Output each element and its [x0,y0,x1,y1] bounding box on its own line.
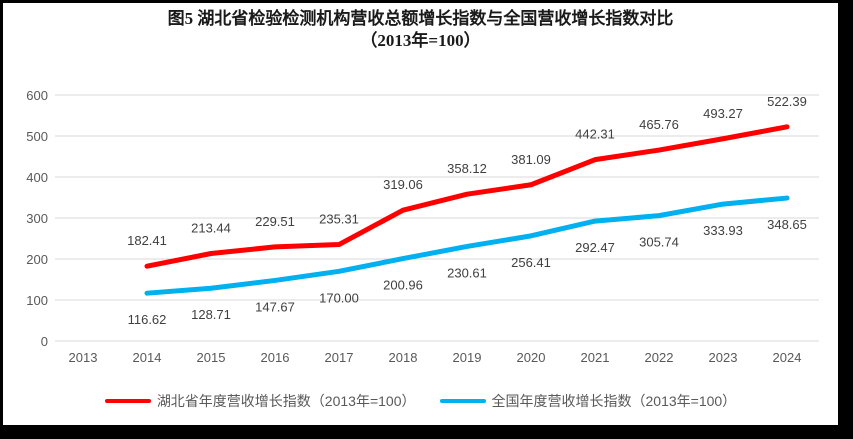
x-axis-tick-label: 2014 [133,350,162,365]
series-line-1 [144,195,790,296]
data-label: 333.93 [703,223,743,238]
y-axis-tick-label: 200 [26,252,48,267]
y-axis-tick-label: 0 [41,334,48,349]
legend-swatch-national-line [439,399,486,403]
x-axis-tick-label: 2018 [389,350,418,365]
legend-item-hubei: 湖北省年度营收增长指数（2013年=100） [104,391,416,411]
y-axis-tick-label: 400 [26,170,48,185]
data-label: 213.44 [191,220,231,235]
series-line-0 [144,124,790,269]
legend-label-hubei: 湖北省年度营收增长指数（2013年=100） [156,393,416,409]
x-axis-tick-label: 2022 [645,350,674,365]
x-axis-tick-label: 2023 [709,350,738,365]
data-label: 348.65 [767,217,807,232]
data-label: 182.41 [127,233,167,248]
x-axis-tick-label: 2017 [325,350,354,365]
data-label: 358.12 [447,161,487,176]
data-label: 128.71 [191,307,231,322]
data-label: 116.62 [128,312,167,327]
x-axis-tick-label: 2013 [69,350,98,365]
y-axis-tick-label: 300 [26,211,48,226]
x-axis-tick-label: 2016 [261,350,290,365]
data-label: 381.09 [511,152,551,167]
data-label: 256.41 [511,255,551,270]
data-label: 292.47 [575,240,615,255]
legend-item-national: 全国年度营收增长指数（2013年=100） [439,391,737,411]
data-label: 319.06 [383,177,423,192]
chart-canvas: 0 100 200 300 400 500 600 2013 2014 2015 2016 2017 2… [26,88,819,365]
x-axis-tick-label: 2024 [773,350,802,365]
data-label: 465.76 [639,117,679,132]
y-axis-tick-label: 600 [26,88,48,103]
data-label: 235.31 [319,212,359,227]
x-axis-tick-label: 2021 [581,350,610,365]
data-label: 229.51 [255,214,295,229]
y-axis-tick-label: 100 [26,293,48,308]
legend-swatch-hubei-line [104,399,151,403]
data-label: 147.67 [255,299,295,314]
chart-legend: 湖北省年度营收增长指数（2013年=100） 全国年度营收增长指数（2013年=… [3,391,838,411]
chart-title: 图5 湖北省检验检测机构营收总额增长指数与全国营收增长指数对比 （2013年=1… [3,8,838,52]
data-label: 305.74 [639,235,679,250]
data-label: 170.00 [319,290,359,305]
data-label: 493.27 [703,106,743,121]
data-label: 200.96 [383,278,423,293]
chart-title-line2: （2013年=100） [360,31,481,50]
data-label: 442.31 [575,127,615,142]
data-label: 522.39 [767,94,807,109]
x-axis-tick-label: 2015 [197,350,226,365]
chart-title-line1: 图5 湖北省检验检测机构营收总额增长指数与全国营收增长指数对比 [167,9,674,28]
legend-label-national: 全国年度营收增长指数（2013年=100） [491,393,737,409]
x-axis-tick-label: 2019 [453,350,482,365]
y-axis-tick-label: 500 [26,129,48,144]
data-label: 230.61 [447,265,487,280]
x-axis-tick-label: 2020 [517,350,546,365]
